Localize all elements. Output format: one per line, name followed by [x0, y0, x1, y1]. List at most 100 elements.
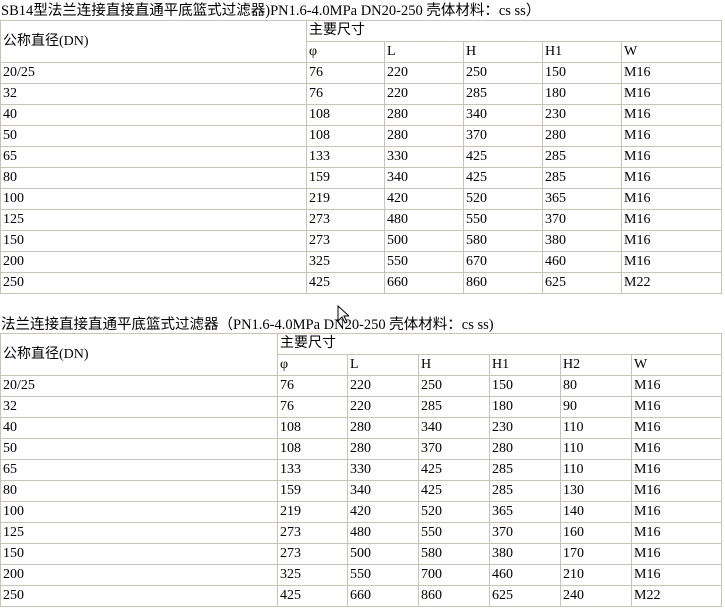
- table-cell: 285: [489, 480, 561, 502]
- table-cell: 425: [418, 480, 490, 502]
- table-cell: 860: [463, 272, 543, 294]
- table-cell: M16: [631, 522, 722, 544]
- table-cell: 550: [418, 522, 490, 544]
- table-cell: 273: [277, 522, 348, 544]
- table-cell: 660: [384, 272, 464, 294]
- table-row: 100 219 420 520 365 140 M16: [0, 501, 722, 523]
- table-cell: 580: [418, 543, 490, 565]
- table-cell: 370: [463, 125, 543, 147]
- table-cell: 65: [0, 459, 278, 481]
- table-row: 100 219 420 520 365 M16: [0, 188, 722, 210]
- table-cell: 159: [277, 480, 348, 502]
- table-cell: 250: [0, 585, 278, 607]
- column-header: H2: [560, 354, 632, 376]
- table-cell: 90: [560, 396, 632, 418]
- column-header-row: φ L H H1 H2 W: [1, 354, 722, 376]
- column-header: L: [384, 41, 464, 63]
- table-row: 200 325 550 670 460 M16: [0, 251, 722, 273]
- table-cell: M16: [621, 83, 722, 105]
- table-cell: 520: [418, 501, 490, 523]
- table-row: 40 108 280 340 230 M16: [0, 104, 722, 126]
- table-cell: 420: [347, 501, 419, 523]
- table-cell: 280: [489, 438, 561, 460]
- table-cell: 340: [347, 480, 419, 502]
- table-cell: 20/25: [0, 375, 278, 397]
- column-header: φ: [277, 354, 348, 376]
- table-cell: M16: [621, 125, 722, 147]
- table-cell: 425: [463, 146, 543, 168]
- table-cell: 480: [384, 209, 464, 231]
- table-cell: 500: [384, 230, 464, 252]
- table-cell: M16: [631, 480, 722, 502]
- mouse-cursor-icon: [337, 305, 349, 324]
- table-cell: 240: [560, 585, 632, 607]
- table-cell: 108: [306, 104, 385, 126]
- table-cell: 125: [0, 209, 307, 231]
- table-cell: 80: [0, 480, 278, 502]
- table-cell: M16: [631, 375, 722, 397]
- table-cell: 700: [418, 564, 490, 586]
- table-cell: M16: [621, 146, 722, 168]
- header-row: 公称直径(DN) 主要尺寸: [0, 20, 722, 63]
- table-cell: M22: [621, 272, 722, 294]
- table-cell: 219: [306, 188, 385, 210]
- table-row: 250 425 660 860 625 M22: [0, 272, 722, 294]
- table-cell: M16: [631, 501, 722, 523]
- table-cell: 580: [463, 230, 543, 252]
- table-cell: M22: [631, 585, 722, 607]
- table-cell: 100: [0, 188, 307, 210]
- table1-title: SB14型法兰连接直接直通平底篮式过滤器)PN1.6-4.0MPa DN20-2…: [1, 3, 541, 19]
- table-cell: 480: [347, 522, 419, 544]
- table-cell: 76: [277, 375, 348, 397]
- table-row: 65 133 330 425 285 110 M16: [0, 459, 722, 481]
- table-cell: 150: [0, 543, 278, 565]
- column-header: L: [347, 354, 419, 376]
- table-cell: 550: [384, 251, 464, 273]
- table-cell: 50: [0, 125, 307, 147]
- table-row: 32 76 220 285 180 90 M16: [0, 396, 722, 418]
- table-cell: 273: [306, 230, 385, 252]
- table-cell: 130: [560, 480, 632, 502]
- table-cell: 32: [0, 83, 307, 105]
- table-cell: 380: [542, 230, 622, 252]
- table-cell: 219: [277, 501, 348, 523]
- table-cell: 108: [306, 125, 385, 147]
- table-cell: 170: [560, 543, 632, 565]
- table-cell: 180: [542, 83, 622, 105]
- table-cell: 40: [0, 417, 278, 439]
- table2-title: 法兰连接直接直通平底篮式过滤器（PN1.6-4.0MPa DN20-250 壳体…: [1, 317, 494, 333]
- table-cell: 76: [277, 396, 348, 418]
- table-cell: 125: [0, 522, 278, 544]
- table-cell: 325: [306, 251, 385, 273]
- table-cell: M16: [621, 230, 722, 252]
- table-cell: 250: [0, 272, 307, 294]
- table-cell: 425: [418, 459, 490, 481]
- table-cell: 285: [542, 146, 622, 168]
- table-cell: 370: [542, 209, 622, 231]
- table-cell: 660: [347, 585, 419, 607]
- table-cell: M16: [631, 438, 722, 460]
- table-cell: 420: [384, 188, 464, 210]
- table-cell: 220: [384, 83, 464, 105]
- table-cell: 625: [489, 585, 561, 607]
- table-cell: 220: [347, 375, 419, 397]
- table-cell: M16: [621, 251, 722, 273]
- table-cell: 550: [347, 564, 419, 586]
- table-cell: M16: [621, 188, 722, 210]
- table-cell: 200: [0, 564, 278, 586]
- table-cell: 365: [489, 501, 561, 523]
- table-cell: 325: [277, 564, 348, 586]
- table-cell: 50: [0, 438, 278, 460]
- table-row: 250 425 660 860 625 240 M22: [0, 585, 722, 607]
- table-cell: 425: [306, 272, 385, 294]
- group-header: 主要尺寸: [277, 333, 722, 355]
- table-cell: 65: [0, 146, 307, 168]
- table-cell: 110: [560, 459, 632, 481]
- table2-dimensions: 公称直径(DN) 主要尺寸 φ L H H1 H2 W 20/25 76 220 250 150 80 M1…: [0, 333, 722, 607]
- table-cell: 160: [560, 522, 632, 544]
- table-cell: 110: [560, 417, 632, 439]
- column-header: φ: [306, 41, 385, 63]
- table-cell: 32: [0, 396, 278, 418]
- table-cell: M16: [631, 396, 722, 418]
- table-row: 20/25 76 220 250 150 M16: [0, 62, 722, 84]
